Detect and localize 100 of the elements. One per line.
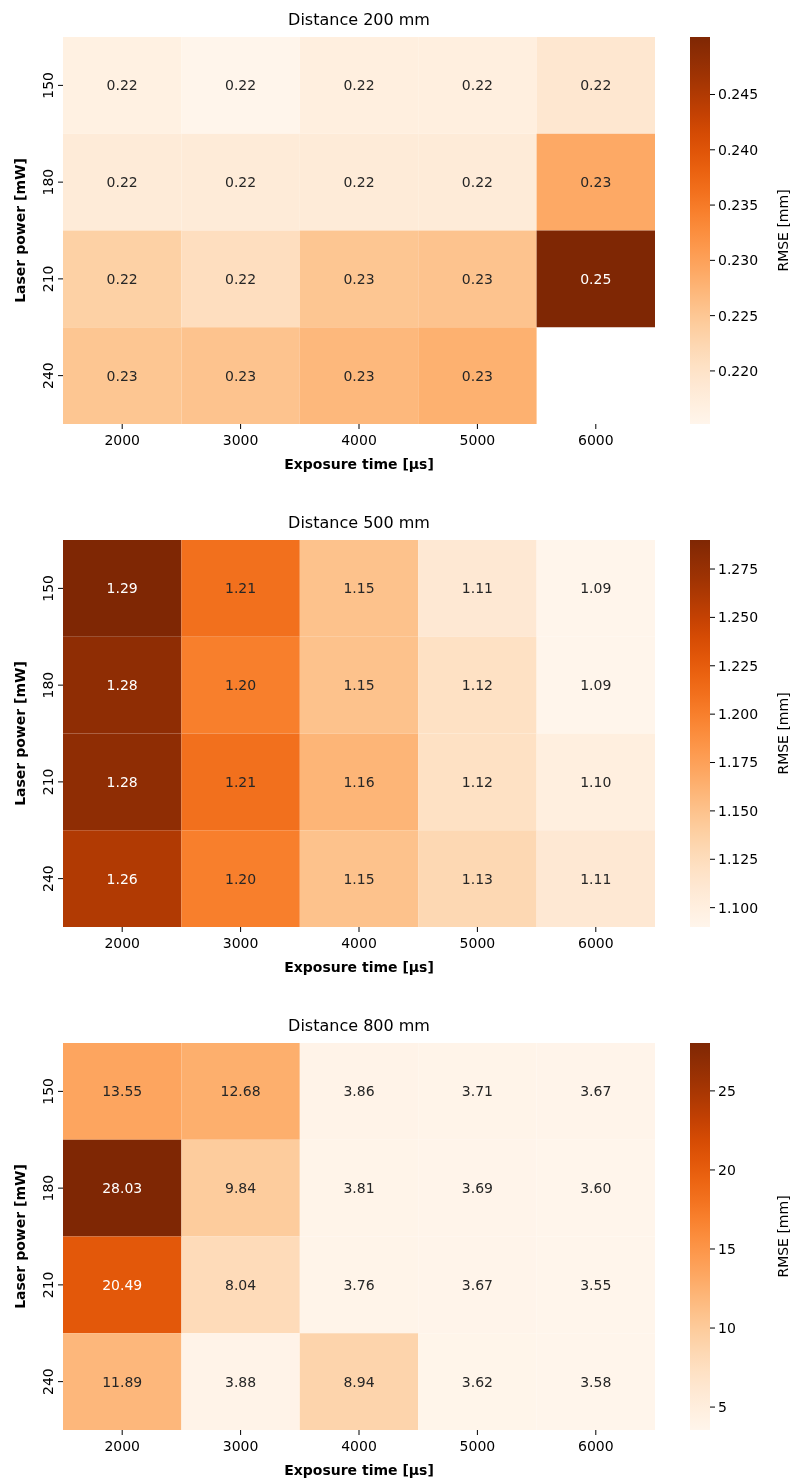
data-label: 1.21 — [225, 773, 257, 790]
data-label: 1.12 — [461, 773, 493, 790]
x-tick-label: 5000 — [459, 935, 496, 951]
data-label: 0.23 — [225, 367, 257, 384]
x-tick-label: 5000 — [459, 432, 496, 448]
data-label: 12.68 — [220, 1083, 261, 1100]
data-label: 1.09 — [580, 580, 612, 597]
x-tick-label: 3000 — [222, 432, 259, 448]
data-label: 3.67 — [461, 1276, 493, 1293]
data-label: 3.69 — [461, 1180, 493, 1197]
color-bar-label: 25 — [718, 1082, 736, 1099]
data-label: 0.22 — [106, 174, 138, 191]
data-label: 1.15 — [343, 870, 375, 887]
y-axis-title: Laser power [mW] — [12, 158, 28, 303]
data-label: 1.20 — [225, 870, 257, 887]
color-bar-label: 1.150 — [718, 802, 759, 819]
x-tick-label: 3000 — [222, 935, 259, 951]
data-label: 1.11 — [461, 580, 493, 597]
color-bar-label: 1.125 — [718, 851, 759, 868]
data-label: 1.28 — [106, 773, 138, 790]
data-label: 1.11 — [580, 870, 612, 887]
y-tick-label: 240 — [40, 362, 56, 389]
data-label: 3.58 — [580, 1373, 612, 1390]
color-bar-label: 5 — [718, 1398, 727, 1415]
data-label: 3.86 — [343, 1083, 375, 1100]
data-label: 0.23 — [343, 270, 375, 287]
data-label: 1.28 — [106, 677, 138, 694]
x-tick-label: 2000 — [104, 432, 141, 448]
y-tick-label: 240 — [40, 865, 56, 892]
data-label: 1.12 — [461, 677, 493, 694]
color-bar-label: 15 — [718, 1240, 736, 1257]
data-label: 0.22 — [225, 77, 257, 94]
data-label: 1.15 — [343, 580, 375, 597]
color-bar-label: 1.200 — [718, 706, 759, 723]
chart-title: Distance 200 mm — [288, 10, 430, 29]
data-label: 3.76 — [343, 1276, 375, 1293]
x-tick-label: 4000 — [341, 432, 377, 448]
y-tick-label: 210 — [40, 768, 56, 796]
data-label: 20.49 — [102, 1276, 143, 1293]
y-tick-label: 150 — [40, 72, 56, 99]
data-label: 0.22 — [106, 270, 138, 287]
x-tick-label: 6000 — [577, 935, 614, 951]
data-label: 0.22 — [225, 270, 257, 287]
chart-title: Distance 500 mm — [288, 513, 430, 532]
x-tick-label: 6000 — [577, 1438, 614, 1454]
color-bar-label: 0.225 — [718, 307, 759, 324]
data-label: 3.60 — [580, 1180, 612, 1197]
data-label: 0.25 — [580, 270, 612, 287]
x-tick-label: 6000 — [577, 432, 614, 448]
color-bar-label: 0.220 — [718, 362, 759, 379]
data-label: 13.55 — [102, 1083, 143, 1100]
data-label: 3.71 — [461, 1083, 493, 1100]
x-tick-label: 4000 — [341, 1438, 377, 1454]
data-label: 3.62 — [461, 1373, 493, 1390]
data-label: 8.04 — [225, 1276, 257, 1293]
color-bar-label: 10 — [718, 1319, 736, 1336]
data-label: 1.13 — [461, 870, 493, 887]
data-label: 0.23 — [106, 367, 138, 384]
x-axis-title: Exposure time [μs] — [284, 1462, 434, 1478]
data-label: 1.16 — [343, 773, 375, 790]
data-label: 1.26 — [106, 870, 138, 887]
x-tick-label: 4000 — [341, 935, 377, 951]
y-tick-label: 150 — [40, 1078, 56, 1105]
data-label: 3.67 — [580, 1083, 612, 1100]
data-label: 0.23 — [461, 367, 493, 384]
data-label: 8.94 — [343, 1373, 375, 1390]
data-label: 9.84 — [225, 1180, 257, 1197]
x-axis-title: Exposure time [μs] — [284, 456, 434, 472]
color-bar-label: 1.225 — [718, 657, 759, 674]
color-bar-title: RMSE [mm] — [775, 692, 791, 775]
data-label: 1.21 — [225, 580, 257, 597]
color-bar-label: 1.275 — [718, 560, 759, 577]
data-label: 0.22 — [580, 77, 612, 94]
data-label: 1.20 — [225, 677, 257, 694]
data-label: 1.29 — [106, 580, 138, 597]
color-bar-label: 1.250 — [718, 609, 759, 626]
color-bar-label: 0.245 — [718, 86, 759, 103]
x-tick-label: 3000 — [222, 1438, 259, 1454]
data-label: 0.22 — [225, 174, 257, 191]
data-label: 0.23 — [461, 270, 493, 287]
data-label: 0.22 — [106, 77, 138, 94]
data-label: 0.22 — [461, 174, 493, 191]
data-label: 1.09 — [580, 677, 612, 694]
color-bar-label: 1.175 — [718, 754, 759, 771]
y-axis-title: Laser power [mW] — [12, 661, 28, 806]
data-label: 0.22 — [343, 174, 375, 191]
y-tick-label: 210 — [40, 1271, 56, 1299]
y-tick-label: 180 — [40, 671, 56, 699]
y-axis-title: Laser power [mW] — [12, 1164, 28, 1309]
x-tick-label: 5000 — [459, 1438, 496, 1454]
x-tick-label: 2000 — [104, 1438, 141, 1454]
color-bar-title: RMSE [mm] — [775, 1195, 791, 1278]
x-tick-label: 2000 — [104, 935, 141, 951]
y-tick-label: 210 — [40, 265, 56, 293]
color-bar-label: 0.230 — [718, 252, 759, 269]
data-label: 0.22 — [343, 77, 375, 94]
color-bar-label: 1.100 — [718, 899, 759, 916]
y-tick-label: 180 — [40, 1174, 56, 1202]
data-label: 1.15 — [343, 677, 375, 694]
y-tick-label: 240 — [40, 1368, 56, 1395]
